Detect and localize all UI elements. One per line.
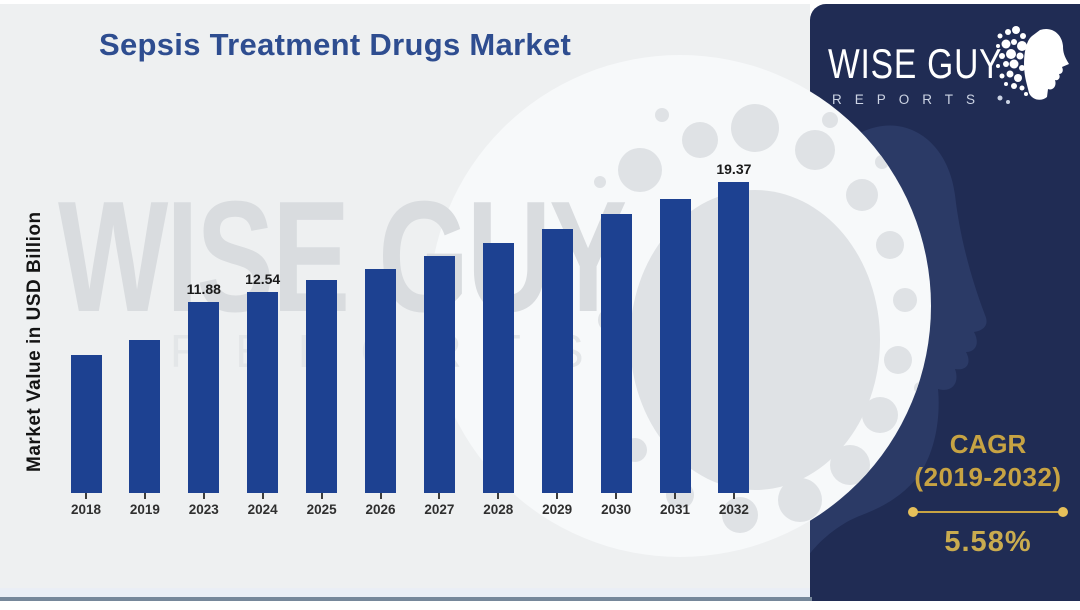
logo-wordmark: WISE GUY: [828, 42, 1002, 88]
x-tick-mark: [732, 493, 735, 499]
x-tick-mark: [379, 493, 382, 499]
divider-dot-right: [1058, 507, 1068, 517]
x-tick-mark: [202, 493, 205, 499]
bar-2028: [482, 243, 514, 493]
x-tick-mark: [674, 493, 676, 499]
x-tick-label: 2024: [247, 502, 278, 517]
x-tick-mark: [615, 493, 618, 499]
bottom-pale-strip: [0, 588, 810, 597]
logo-head-icon: [996, 26, 1069, 104]
bar-2029: [541, 229, 573, 493]
x-tick-mark: [320, 493, 323, 499]
cagr-range: (2019-2032): [914, 462, 1062, 492]
x-tick-label: 2019: [129, 502, 160, 517]
bar-2030: [600, 214, 632, 493]
bar-2031: [659, 199, 691, 493]
bar-2019: [129, 340, 161, 493]
x-tick-label: 2027: [424, 502, 455, 517]
bar-2024: [247, 292, 279, 493]
cagr-divider: [908, 507, 1068, 517]
x-tick-mark: [85, 493, 87, 499]
x-tick-label: 2018: [70, 502, 102, 517]
x-tick-mark: [556, 493, 559, 499]
page-title: Sepsis Treatment Drugs Market: [99, 27, 572, 62]
bar-2026: [365, 269, 396, 493]
bar-value-label: 19.37: [716, 161, 752, 177]
bar-2025: [306, 280, 338, 493]
bar-plot: 2018 2019 2023 11.88 2024 12.54 2025 2026 2027 20…: [70, 161, 752, 517]
x-tick-label: 2030: [601, 502, 632, 517]
x-tick-mark: [497, 493, 500, 499]
bottom-rule: [0, 597, 812, 601]
y-axis-label: Market Value in USD Billion: [24, 211, 45, 473]
x-tick-label: 2023: [188, 502, 219, 517]
x-tick-label: 2025: [306, 502, 337, 517]
x-tick-mark: [261, 493, 264, 499]
bar-2023: [188, 302, 220, 493]
cagr-value: 5.58%: [944, 526, 1032, 558]
bar-2018: [70, 355, 102, 493]
bar-2027: [423, 256, 455, 493]
x-tick-mark: [438, 493, 441, 499]
bar-2032: [718, 182, 750, 493]
x-tick-label: 2032: [718, 502, 749, 517]
wise-guy-reports-logo: WISE GUY REPORTS: [828, 26, 1069, 107]
bar-value-label: 12.54: [245, 271, 281, 287]
x-tick-label: 2031: [659, 502, 691, 517]
cagr-label: CAGR: [949, 429, 1027, 459]
x-tick-mark: [143, 493, 146, 499]
divider-dot-left: [908, 507, 918, 517]
x-tick-label: 2028: [483, 502, 514, 517]
x-tick-label: 2029: [542, 502, 573, 517]
cagr-block: CAGR (2019-2032) 5.58%: [890, 428, 1080, 559]
bar-value-label: 11.88: [186, 281, 221, 297]
logo-reports-text: REPORTS: [832, 92, 988, 107]
x-tick-label: 2026: [365, 502, 396, 517]
